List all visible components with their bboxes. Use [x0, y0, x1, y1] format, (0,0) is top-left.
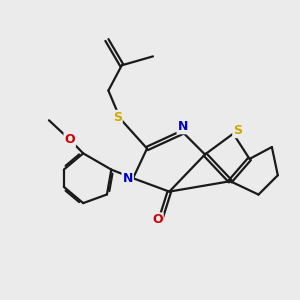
- Text: N: N: [122, 172, 133, 185]
- Text: O: O: [64, 133, 75, 146]
- Text: N: N: [178, 120, 188, 133]
- Text: S: S: [113, 111, 122, 124]
- Text: O: O: [152, 213, 163, 226]
- Text: S: S: [233, 124, 242, 137]
